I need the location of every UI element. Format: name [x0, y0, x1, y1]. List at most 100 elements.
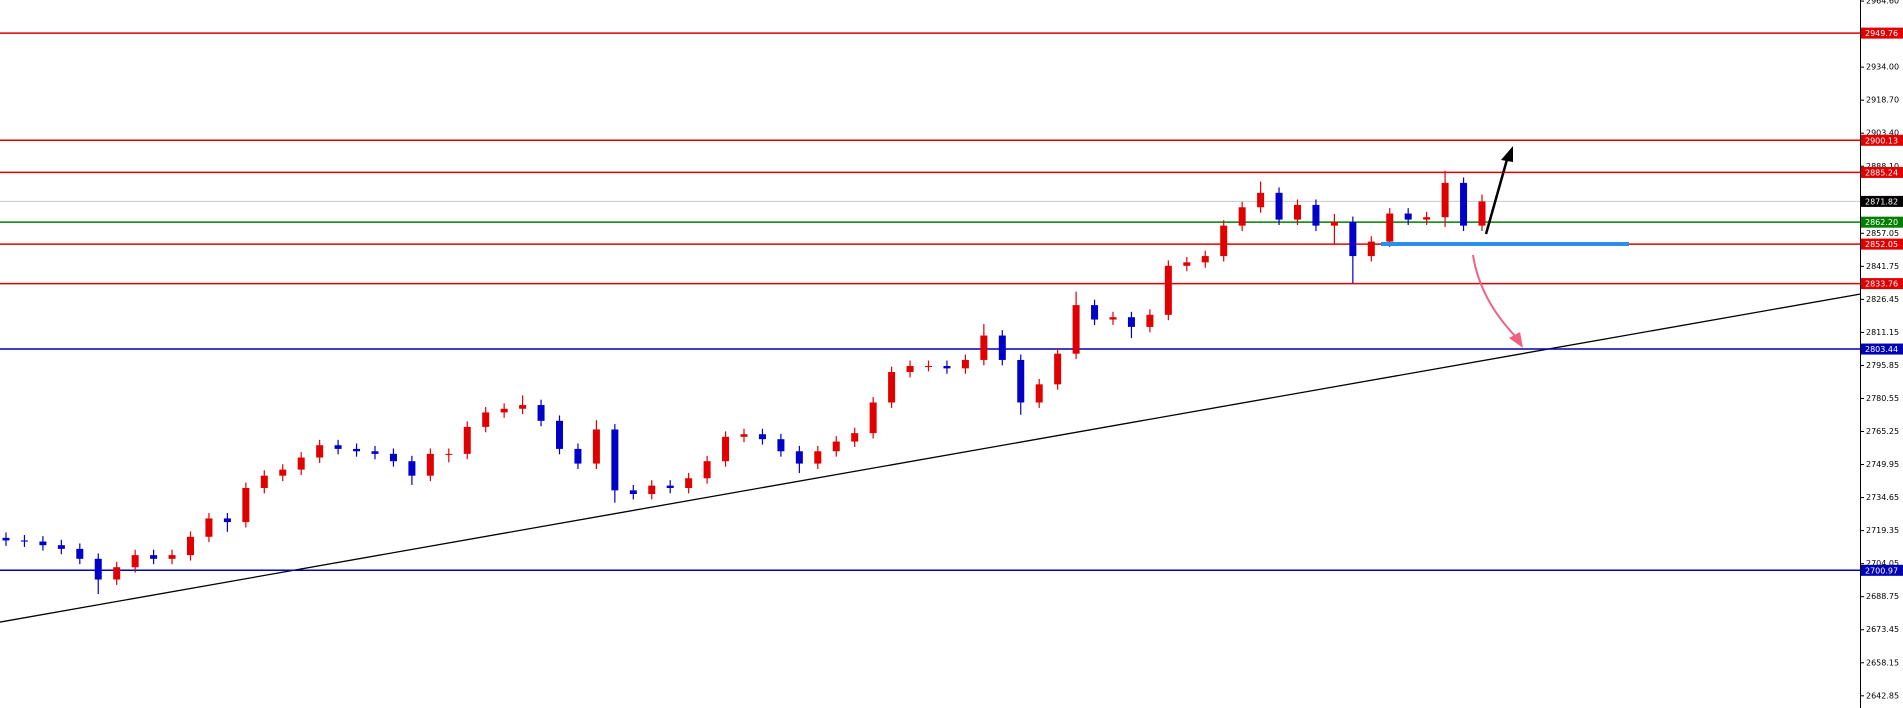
candle-body: [556, 420, 563, 449]
candle-body: [242, 487, 250, 523]
y-tick-label: 2765.25: [1866, 427, 1899, 436]
price-label-box: [1861, 238, 1903, 250]
candle-body: [1183, 262, 1191, 266]
candle-body: [832, 441, 840, 452]
candle-body: [574, 448, 582, 464]
candle-body: [888, 372, 896, 403]
price-label-box: [1861, 27, 1903, 39]
candle-body: [1220, 225, 1228, 257]
candle-body: [519, 405, 527, 409]
candle-body: [629, 490, 637, 495]
candle-body: [408, 461, 416, 476]
price-label-box: [1861, 278, 1903, 290]
drawings: [1381, 146, 1629, 348]
candle-body: [131, 555, 139, 568]
y-tick-label: 2918.70: [1866, 96, 1899, 105]
candle-body: [1146, 314, 1154, 327]
candle-body: [39, 541, 47, 546]
candle-body: [500, 408, 508, 413]
candle-body: [1386, 213, 1394, 242]
candle-body: [150, 555, 158, 559]
candle-body: [758, 434, 766, 440]
candle-body: [205, 518, 213, 537]
candle-body: [426, 453, 434, 476]
candle-body: [537, 405, 545, 421]
candle-body: [592, 429, 600, 464]
price-label-box: [1861, 343, 1903, 355]
candle-body: [906, 365, 914, 373]
candle-body: [371, 451, 379, 454]
y-tick-label: 2811.15: [1866, 328, 1899, 337]
candle-body: [260, 475, 268, 488]
price-label: 2900.13: [1865, 136, 1898, 145]
y-tick-label: 2826.45: [1866, 295, 1899, 304]
candle-body: [814, 451, 822, 464]
y-tick-label: 2780.55: [1866, 394, 1899, 403]
down-arrow: [1472, 254, 1518, 339]
y-tick-label: 2795.85: [1866, 361, 1899, 370]
y-tick-label: 2903.40: [1866, 129, 1899, 138]
candle-body: [463, 426, 471, 454]
candle-body: [1460, 182, 1468, 226]
candle-body: [1330, 221, 1338, 226]
price-label: 2852.05: [1865, 240, 1898, 249]
candle-body: [297, 457, 305, 470]
candle-body: [1017, 359, 1025, 403]
candle-body: [1312, 204, 1320, 226]
candle-body: [611, 429, 619, 491]
y-tick-label: 2658.15: [1866, 658, 1899, 667]
candle-body: [1441, 182, 1449, 218]
candle-body: [666, 485, 674, 488]
candle-body: [334, 445, 342, 449]
price-label-box: [1861, 216, 1903, 228]
candle-body: [1423, 217, 1431, 220]
candle-body: [445, 453, 453, 455]
candle-body: [1091, 305, 1099, 320]
price-label: 2885.24: [1865, 168, 1898, 177]
y-tick-label: 2964.60: [1866, 0, 1899, 6]
candle-body: [795, 451, 803, 464]
y-tick-label: 2857.05: [1866, 229, 1899, 238]
price-label: 2803.44: [1865, 345, 1898, 354]
up-arrow: [1484, 155, 1510, 235]
y-tick-label: 2704.05: [1866, 559, 1899, 568]
price-label: 2833.76: [1865, 280, 1898, 289]
candle-body: [94, 558, 102, 580]
candle-body: [943, 365, 951, 369]
candle-body: [1275, 192, 1283, 220]
candle-body: [961, 359, 969, 369]
y-tick-label: 2734.65: [1866, 493, 1899, 502]
candle-body: [740, 434, 748, 437]
price-label: 2700.97: [1865, 566, 1898, 575]
up-arrow-head: [1501, 146, 1513, 162]
down-arrow-head: [1509, 332, 1523, 348]
price-label: 2949.76: [1865, 29, 1898, 38]
candle-body: [1238, 207, 1246, 226]
y-tick-label: 2673.45: [1866, 625, 1899, 634]
price-label: 2871.82: [1865, 197, 1898, 206]
price-label-box: [1861, 134, 1903, 146]
candle-body: [1478, 201, 1486, 226]
y-tick-label: 2688.75: [1866, 592, 1899, 601]
plot-area: [0, 32, 1861, 623]
candle-body: [925, 365, 932, 367]
candle-body: [777, 439, 785, 452]
candle-body: [279, 469, 287, 476]
y-tick-label: 2888.10: [1866, 162, 1899, 171]
candle-body: [1035, 384, 1043, 403]
candle-body: [1164, 265, 1172, 315]
candle-body: [316, 445, 324, 458]
price-label-box: [1861, 195, 1903, 207]
candle-body: [1294, 204, 1301, 220]
candle-body: [722, 436, 730, 462]
candle-body: [1257, 192, 1265, 208]
candle-body: [980, 335, 988, 360]
candle-body: [187, 536, 194, 556]
price-axis: 2964.60 2934.00 2918.70 2903.40 2888.10 2857.…: [1860, 0, 1903, 708]
price-label: 2862.20: [1865, 218, 1898, 227]
y-tick-label: 2934.00: [1866, 63, 1899, 72]
candle-body: [223, 518, 231, 523]
candle-body: [1072, 305, 1080, 354]
y-tick-label: 2749.95: [1866, 460, 1899, 469]
